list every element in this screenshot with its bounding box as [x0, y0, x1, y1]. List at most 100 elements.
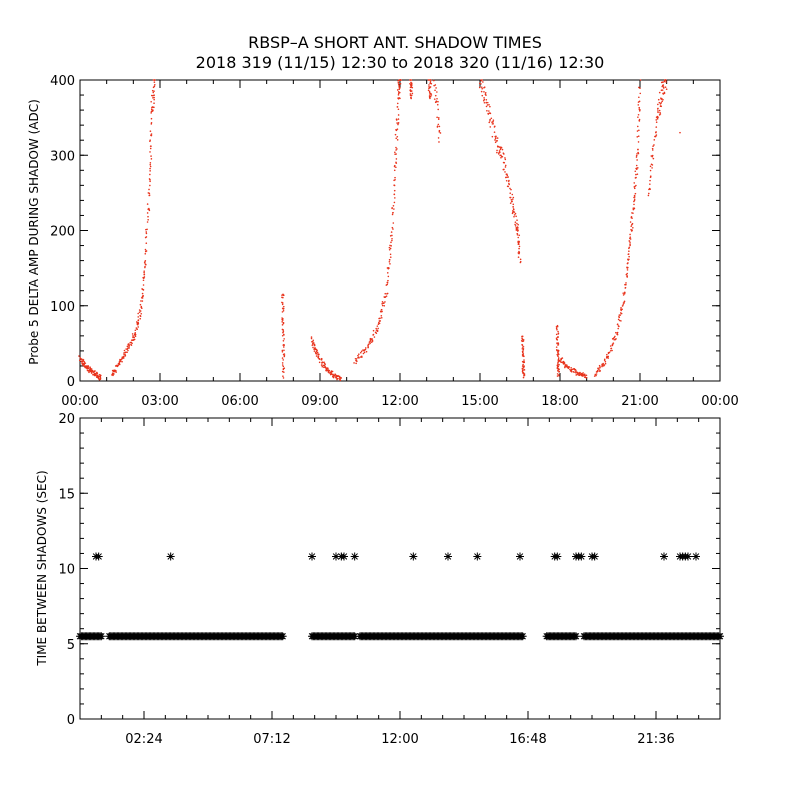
data-point: [483, 101, 486, 104]
data-point: [148, 194, 151, 196]
data-point: [397, 81, 400, 84]
data-point: [663, 92, 666, 95]
data-point: [358, 356, 360, 359]
data-point: [598, 368, 600, 371]
data-point: [334, 374, 337, 376]
data-point: [149, 173, 151, 176]
plot-frame: [79, 417, 721, 720]
data-point: [134, 329, 137, 332]
data-point: [149, 184, 151, 187]
data-point: [377, 327, 379, 330]
data-point: [498, 150, 501, 152]
data-point: [482, 81, 484, 83]
data-point: [81, 360, 84, 363]
data-point: [364, 347, 367, 349]
data-point: [153, 90, 155, 92]
data-point: [381, 301, 384, 303]
data-point: [395, 158, 398, 160]
data-point: [602, 362, 604, 365]
x-tick-label: 21:00: [621, 394, 658, 409]
data-point: [395, 149, 397, 151]
data-point: [393, 201, 396, 204]
data-point: [281, 319, 284, 321]
data-point: [521, 368, 524, 370]
data-point: [518, 247, 520, 250]
data-point: [635, 154, 638, 157]
data-point: [635, 164, 638, 167]
data-point: [485, 94, 487, 96]
data-point: [371, 339, 374, 341]
data-point: [150, 112, 152, 114]
data-point: [636, 159, 638, 161]
data-point: [367, 346, 369, 348]
data-point: [631, 222, 634, 225]
data-point: [521, 351, 524, 354]
x-tick-label: 16:48: [509, 732, 546, 747]
data-point: [133, 338, 136, 341]
data-point: [658, 91, 661, 94]
data-point: [595, 374, 597, 377]
data-point: [523, 373, 525, 375]
data-point: [84, 365, 87, 367]
data-point: [555, 325, 558, 328]
data-point: [380, 308, 383, 311]
data-point: [134, 334, 136, 337]
data-point: [516, 219, 518, 221]
data-point: [142, 284, 145, 286]
data-point: [625, 282, 627, 284]
data-point: [623, 300, 626, 303]
data-point: [399, 97, 401, 100]
data-point: [484, 91, 487, 94]
data-point: [363, 351, 366, 354]
data-point: [145, 250, 147, 253]
x-tick-label: 21:36: [637, 732, 674, 747]
data-point: [124, 354, 127, 356]
data-point: [141, 300, 144, 302]
data-point: [150, 121, 153, 124]
data-point: [282, 305, 285, 308]
data-point: [146, 203, 149, 205]
data-point: [629, 236, 632, 238]
data-point: [143, 277, 145, 279]
data-point: [607, 352, 610, 355]
data-point: [636, 173, 639, 175]
data-point: [282, 309, 285, 312]
data-point: [381, 304, 384, 307]
data-point: [504, 171, 506, 173]
data-point: [636, 130, 639, 132]
top-panel: 00:00 03:00 06:00 09:00 12:00 15:00 18:00 21:00…: [50, 74, 739, 409]
data-point: [281, 362, 284, 364]
data-point: [399, 87, 401, 89]
data-point: [394, 176, 396, 179]
data-point: [371, 337, 373, 340]
data-point: [310, 337, 313, 340]
data-point: [144, 248, 147, 251]
data-point: [282, 353, 285, 356]
data-point: [395, 166, 397, 169]
data-point: [282, 377, 285, 379]
data-point: [629, 233, 631, 236]
data-point: [393, 184, 396, 187]
data-point: [603, 358, 606, 361]
data-point: [518, 241, 521, 243]
data-point: [435, 87, 437, 89]
data-point: [436, 97, 438, 100]
data-point: [373, 336, 376, 338]
data-point: [507, 176, 510, 178]
data-point: [318, 361, 321, 364]
data-point: [83, 363, 86, 366]
data-point: [89, 370, 92, 372]
data-point: [568, 366, 571, 368]
data-point: [512, 208, 515, 211]
data-point: [585, 376, 587, 379]
data-point: [398, 85, 400, 88]
data-point: [320, 358, 323, 361]
data-point: [485, 105, 488, 108]
data-point: [573, 371, 575, 373]
data-point: [283, 354, 286, 357]
data-point: [485, 98, 488, 101]
data-point: [318, 358, 321, 360]
data-point: [80, 360, 83, 363]
data-point: [628, 246, 631, 249]
data-point: [560, 358, 563, 361]
